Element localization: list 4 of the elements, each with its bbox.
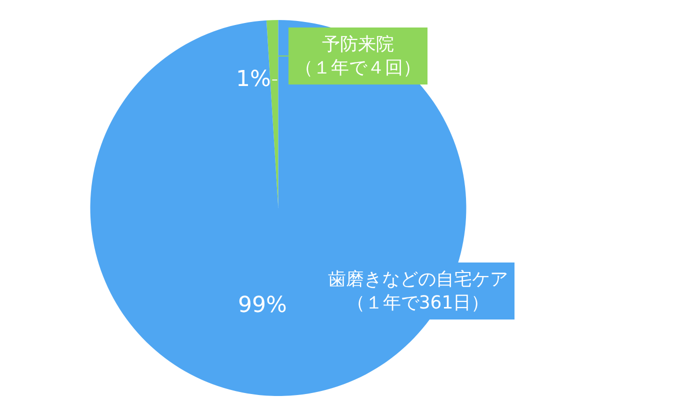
data-label: 1% bbox=[236, 67, 271, 92]
slice-label: 歯磨きなどの自宅ケア（１年で361日） bbox=[328, 269, 508, 314]
data-label: 99% bbox=[238, 293, 287, 318]
slice-label: 予防来院（１年で４回） bbox=[295, 34, 421, 78]
